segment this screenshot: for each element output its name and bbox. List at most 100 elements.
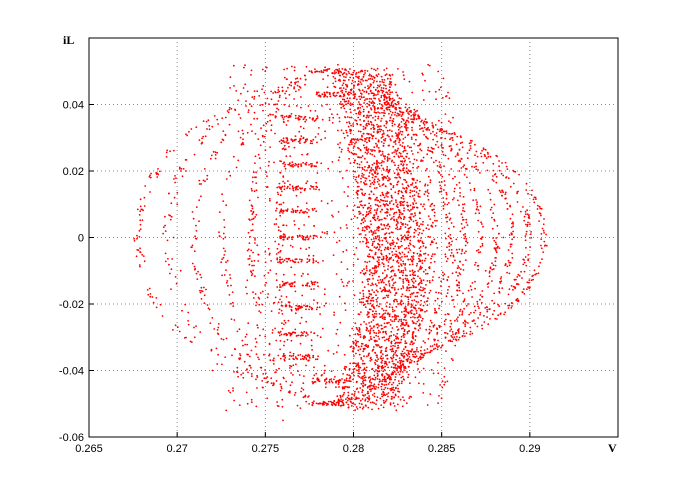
scatter-point [423,349,426,351]
scatter-point [226,110,229,112]
scatter-point [386,91,388,94]
scatter-point [405,402,408,405]
scatter-point [413,360,416,363]
scatter-point [287,116,290,119]
scatter-point [470,142,472,144]
scatter-point [391,239,394,242]
scatter-point [401,155,404,158]
scatter-point [539,261,542,264]
scatter-point [282,212,284,214]
scatter-point [406,331,409,333]
scatter-point [517,190,519,193]
scatter-point [418,225,421,228]
scatter-point [381,153,384,155]
scatter-point [164,224,167,227]
scatter-point [419,308,422,310]
scatter-point [412,220,415,223]
scatter-point [398,113,401,116]
scatter-point [420,299,422,302]
scatter-point [356,166,359,169]
scatter-point [311,186,313,188]
scatter-point [496,246,499,249]
scatter-point [479,298,481,301]
scatter-point [359,366,362,369]
scatter-point [296,234,299,237]
scatter-point [440,128,442,130]
scatter-point [355,180,358,183]
scatter-point [376,367,379,369]
scatter-point [364,138,367,140]
scatter-point [190,341,193,343]
scatter-point [430,261,432,264]
scatter-point [362,297,365,300]
scatter-point [382,194,385,197]
scatter-point [428,129,431,131]
scatter-point [352,125,355,127]
scatter-point [429,181,432,184]
scatter-point [378,98,380,100]
scatter-point [268,354,270,357]
scatter-point [411,320,414,322]
scatter-point [394,294,396,296]
scatter-point [366,228,368,231]
scatter-point [169,272,171,275]
scatter-point [406,238,409,241]
scatter-point [394,314,397,317]
scatter-point [256,324,259,327]
scatter-point [283,323,285,326]
scatter-point [277,89,280,91]
scatter-point [477,264,480,267]
scatter-point [294,258,297,261]
scatter-point [402,287,405,289]
scatter-point [403,365,406,368]
scatter-point [395,176,398,179]
scatter-point [392,215,395,218]
scatter-point [333,85,336,88]
scatter-point [450,148,453,151]
scatter-point [434,311,436,314]
scatter-point [452,338,455,340]
scatter-point [308,260,310,262]
scatter-point [401,183,404,186]
scatter-point [374,170,376,173]
scatter-point [371,274,374,277]
scatter-point [289,259,292,262]
scatter-point [288,145,290,148]
scatter-point [346,205,349,208]
scatter-point [386,156,389,159]
scatter-point [317,379,320,382]
scatter-point [456,152,459,155]
scatter-point [455,248,458,251]
scatter-point [253,264,255,267]
scatter-point [283,185,286,188]
scatter-point [416,320,419,323]
scatter-point [353,394,356,397]
scatter-point [524,210,527,213]
scatter-point [277,108,280,111]
scatter-point [380,120,382,122]
scatter-point [512,225,514,228]
scatter-point [408,330,411,332]
scatter-point [232,64,235,67]
scatter-point [384,246,387,249]
scatter-point [290,309,293,312]
scatter-point [237,159,240,162]
scatter-point [380,349,383,352]
scatter-point [429,218,432,221]
scatter-point [494,317,497,320]
scatter-point [425,129,428,131]
scatter-point [367,296,370,299]
scatter-point [372,326,375,328]
scatter-point [320,71,323,73]
scatter-point [381,150,384,153]
scatter-point [314,110,317,112]
scatter-point [427,198,430,201]
scatter-point [375,289,378,292]
scatter-point [391,122,394,125]
scatter-point [266,97,269,100]
scatter-point [401,213,403,216]
scatter-point [348,121,350,123]
scatter-point [385,309,387,312]
scatter-point [354,170,356,173]
scatter-point [486,169,489,172]
